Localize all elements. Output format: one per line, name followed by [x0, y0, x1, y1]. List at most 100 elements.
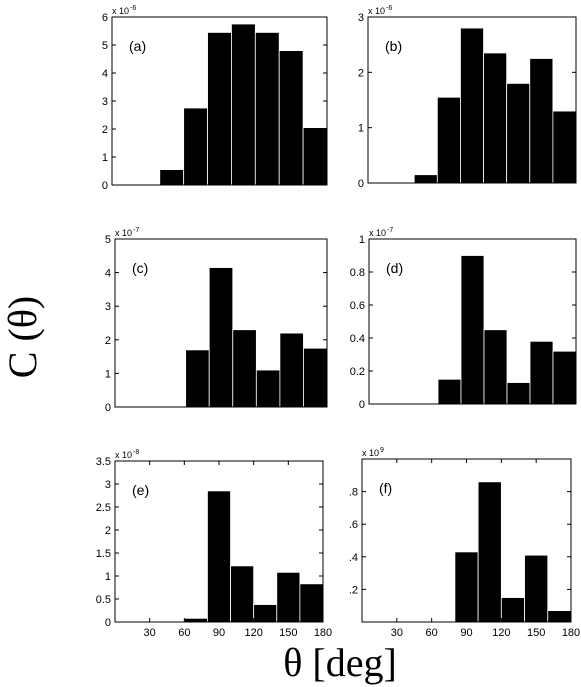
- y-tick-label: 5: [102, 40, 108, 52]
- y-tick-label: 1: [358, 123, 364, 135]
- bar: [302, 127, 328, 186]
- x-tick-label: 180: [314, 627, 332, 639]
- scale-factor: x 10: [362, 448, 379, 458]
- x-tick-label: 120: [492, 627, 510, 639]
- y-tick-label: 1: [105, 571, 111, 583]
- scale-exponent: -6: [386, 5, 392, 12]
- panel-c: 0 1 2 3 4 5 x 10 -7 (c): [105, 227, 328, 414]
- bar: [437, 378, 462, 405]
- x-axis-label: θ [deg]: [283, 640, 397, 685]
- panel-label: (b): [385, 38, 402, 54]
- bar: [500, 597, 525, 623]
- panel-label: (e): [132, 482, 149, 498]
- y-tick-label: 2: [102, 124, 108, 136]
- bar: [232, 329, 257, 408]
- bar: [208, 267, 234, 408]
- bar: [254, 32, 280, 186]
- bar: [207, 32, 232, 186]
- panel-f: .2 .4 .6 .8 30 60 90 120 150 180 x 10 9 (f): [349, 447, 580, 639]
- y-tick-label: 2.5: [96, 502, 111, 514]
- bar: [279, 332, 304, 408]
- panel-label: (a): [129, 38, 146, 54]
- bar: [253, 604, 278, 623]
- bar: [299, 583, 324, 623]
- panel-b: 0 1 2 3 x 10 -6 (b): [358, 5, 577, 190]
- y-tick-label: 0: [102, 180, 108, 192]
- bar: [483, 52, 508, 184]
- x-tick-label: 90: [213, 627, 225, 639]
- panel-a: 0 1 2 3 4 5 6 x 10 -6 (a): [102, 5, 328, 192]
- y-tick-label: 3: [102, 96, 108, 108]
- y-tick-label: 1: [102, 152, 108, 164]
- y-axis-label: C (θ): [0, 296, 45, 378]
- panel-label: (c): [132, 260, 148, 276]
- y-tick-label: 0.5: [96, 594, 111, 606]
- bar: [547, 610, 572, 623]
- scale-factor: x 10: [115, 450, 132, 460]
- bar: [436, 96, 461, 184]
- x-tick-label: 60: [178, 627, 190, 639]
- y-tick-label: 0.8: [350, 267, 365, 279]
- y-tick-label: 0: [105, 402, 111, 414]
- x-tick-label: 120: [244, 627, 262, 639]
- bar: [231, 23, 256, 186]
- y-tick-label: 0.4: [350, 333, 365, 345]
- bar: [477, 481, 502, 623]
- scale-exponent: -6: [130, 5, 136, 12]
- panel-d: 0 0.2 0.4 0.6 0.8 1 x 10 -7 (d): [350, 227, 577, 411]
- plot-frame: [367, 16, 577, 184]
- x-tick-label: 30: [391, 627, 403, 639]
- bar: [460, 255, 485, 405]
- bar: [207, 490, 231, 623]
- panel-label: (d): [386, 260, 403, 276]
- plot-frame: [114, 238, 328, 408]
- x-tick-label: 90: [460, 627, 472, 639]
- plot-frame: [368, 238, 577, 405]
- x-tick-label: 30: [144, 627, 156, 639]
- scale-exponent: 9: [380, 447, 384, 454]
- bar: [278, 50, 304, 186]
- y-tick-label: 3.5: [96, 456, 111, 468]
- bar: [230, 565, 255, 623]
- y-tick-label: 4: [102, 68, 108, 80]
- bar: [303, 347, 328, 408]
- scale-factor: x 10: [112, 6, 129, 16]
- x-tick-label: 150: [527, 627, 545, 639]
- y-tick-label: 1: [105, 368, 111, 380]
- x-tick-label: 60: [426, 627, 438, 639]
- y-tick-label: .4: [349, 552, 358, 564]
- y-tick-label: .8: [349, 487, 358, 499]
- bar: [454, 551, 479, 623]
- y-tick-label: 3: [105, 301, 111, 313]
- scale-factor: x 10: [115, 228, 132, 238]
- bar: [183, 107, 208, 186]
- scale-exponent: -7: [387, 227, 393, 234]
- y-tick-label: 0: [358, 178, 364, 190]
- bar: [524, 554, 549, 623]
- x-tick-label: 150: [279, 627, 297, 639]
- y-tick-label: 0: [359, 399, 365, 411]
- y-tick-label: 0: [105, 617, 111, 629]
- y-tick-label: 3: [105, 479, 111, 491]
- scale-factor: x 10: [369, 228, 386, 238]
- bar: [552, 110, 577, 184]
- scale-exponent: -7: [133, 227, 139, 234]
- y-tick-label: .6: [349, 519, 358, 531]
- scale-exponent: -8: [133, 449, 139, 456]
- x-tick-label: 180: [562, 627, 580, 639]
- y-tick-label: 1: [359, 234, 365, 246]
- bar: [159, 169, 185, 186]
- bar: [552, 350, 577, 405]
- bar: [529, 58, 554, 184]
- y-tick-label: 1.5: [96, 548, 111, 560]
- y-tick-label: 5: [105, 234, 111, 246]
- y-tick-label: 2: [105, 525, 111, 537]
- y-tick-label: 6: [102, 12, 108, 24]
- panel-label: (f): [379, 480, 392, 496]
- bar: [255, 369, 281, 408]
- bar: [506, 382, 531, 405]
- y-tick-label: 2: [358, 67, 364, 79]
- y-tick-label: 3: [358, 12, 364, 24]
